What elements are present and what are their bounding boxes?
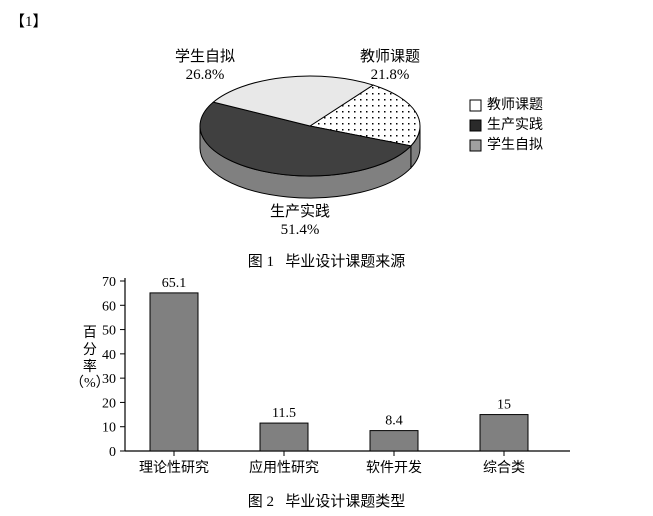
pie-figure: 教师课题21.8%生产实践51.4%学生自拟26.8%教师课题生产实践学生自拟 … [10, 31, 643, 271]
bar [370, 431, 418, 451]
x-tick-label: 综合类 [483, 460, 525, 476]
y-tick-label: 70 [102, 275, 116, 290]
legend-label: 学生自拟 [487, 137, 543, 153]
pie-slice-label: 生产实践 [270, 203, 330, 220]
x-tick-label: 理论性研究 [139, 460, 209, 476]
bar-y-axis-label: 百分率 （%） [70, 326, 110, 393]
legend-swatch [470, 140, 481, 151]
legend-label: 教师课题 [487, 97, 543, 113]
legend-swatch [470, 100, 481, 111]
bar-caption-prefix: 图 2 [248, 494, 274, 510]
bar [260, 423, 308, 451]
y-tick-label: 60 [102, 299, 116, 314]
pie-caption-text: 毕业设计课题来源 [285, 254, 405, 270]
bar [150, 293, 198, 451]
bar-caption-text: 毕业设计课题类型 [285, 494, 405, 510]
y-tick-label: 0 [109, 445, 116, 460]
pie-slice-percent: 21.8% [371, 67, 410, 83]
legend-label: 生产实践 [487, 117, 543, 133]
pie-caption-prefix: 图 1 [248, 254, 274, 270]
pie-slice-label: 学生自拟 [175, 48, 235, 65]
y-tick-label: 20 [102, 396, 116, 411]
bar-figure: 百分率 （%） 01020304050607065.1理论性研究11.5应用性研… [10, 271, 643, 506]
x-tick-label: 软件开发 [366, 460, 422, 476]
bar-y-axis-unit: （%） [70, 376, 110, 393]
corner-marker: 【1】 [10, 10, 643, 31]
bar-value-label: 65.1 [162, 276, 187, 291]
pie-slice-percent: 26.8% [186, 67, 225, 83]
bar [480, 415, 528, 451]
x-tick-label: 应用性研究 [249, 459, 319, 476]
y-tick-label: 10 [102, 421, 116, 436]
pie-chart: 教师课题21.8%生产实践51.4%学生自拟26.8%教师课题生产实践学生自拟 [10, 31, 653, 241]
bar-value-label: 15 [497, 398, 511, 413]
bar-caption: 图 2 毕业设计课题类型 [10, 490, 643, 511]
pie-slice-percent: 51.4% [281, 222, 320, 238]
pie-caption: 图 1 毕业设计课题来源 [10, 250, 643, 271]
legend-swatch [470, 120, 481, 131]
bar-value-label: 11.5 [272, 406, 296, 421]
bar-value-label: 8.4 [385, 414, 403, 429]
pie-slice-label: 教师课题 [360, 48, 420, 65]
